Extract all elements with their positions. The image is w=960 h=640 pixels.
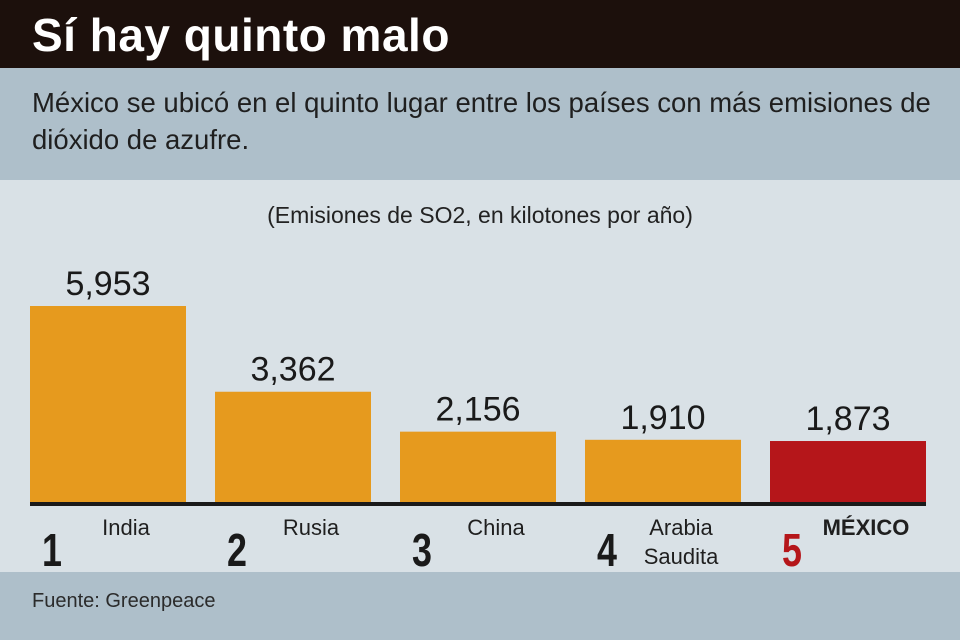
value-label-4: 1,910 [620,399,705,437]
category-label-3: China [467,515,525,540]
category-label-1: India [102,515,150,540]
value-label-5: 1,873 [805,400,890,438]
value-label-2: 3,362 [250,351,335,389]
bar-3 [400,431,556,503]
chart-subtitle: México se ubicó en el quinto lugar entre… [32,87,931,155]
value-label-1: 5,953 [65,265,150,303]
rank-4: 4 [597,525,617,572]
category-label-5: MÉXICO [823,515,910,540]
category-label-4-line2: Saudita [644,544,719,569]
value-label-3: 2,156 [435,391,520,429]
bar-4 [585,439,741,503]
chart-panel: (Emisiones de SO2, en kilotones por año)… [0,180,960,572]
rank-2: 2 [227,525,247,572]
bar-1 [30,306,186,503]
bar-2 [215,391,371,503]
chart-title: Sí hay quinto malo [32,9,450,61]
bar-5 [770,441,926,503]
title-bar: Sí hay quinto malo [0,0,960,68]
bar-chart: 5,953 1 India 3,362 2 Rusia 2,156 3 China 1,910 4 A… [30,265,926,572]
subtitle-band: México se ubicó en el quinto lugar entre… [0,68,960,180]
category-label-2: Rusia [283,515,340,540]
source-note: Fuente: Greenpeace [32,590,216,612]
rank-1: 1 [42,525,62,572]
rank-5: 5 [782,525,802,572]
unit-label: (Emisiones de SO2, en kilotones por año) [267,202,693,228]
category-label-4: Arabia [649,515,713,540]
rank-3: 3 [412,525,432,572]
footer: Fuente: Greenpeace [0,572,960,640]
